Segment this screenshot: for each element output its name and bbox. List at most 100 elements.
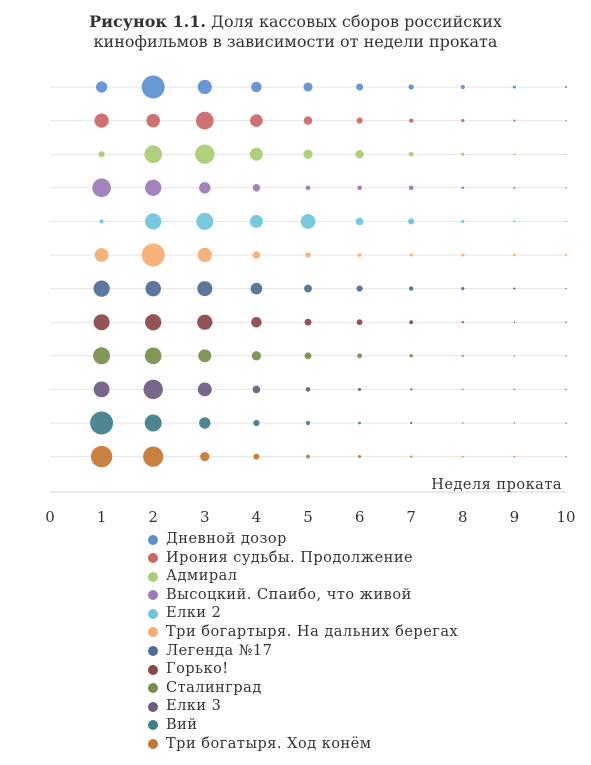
bubble — [408, 84, 414, 90]
bubble — [513, 253, 516, 257]
legend-item: Три богатыря. Ход конём — [148, 735, 458, 754]
bubble — [408, 218, 415, 225]
bubble — [461, 253, 465, 257]
bubble — [90, 445, 113, 468]
legend-item: Елки 2 — [148, 604, 458, 623]
legend-item: Вий — [148, 716, 458, 735]
bubble — [303, 82, 313, 92]
bubble — [461, 186, 465, 190]
legend-item: Дневной дозор — [148, 530, 458, 549]
bubble — [461, 287, 465, 291]
bubble — [197, 314, 213, 330]
bubble — [197, 247, 212, 263]
bubble — [306, 454, 310, 459]
bubble — [408, 151, 414, 157]
bubble — [357, 353, 363, 359]
x-tick-label: 0 — [45, 508, 55, 526]
legend-swatch — [148, 571, 158, 582]
bubble — [253, 419, 260, 427]
bubble — [564, 253, 568, 257]
legend-label: Елки 2 — [166, 605, 222, 622]
bubble — [93, 381, 110, 398]
bubble — [305, 252, 311, 258]
bubble — [462, 455, 464, 458]
legend-label: Три богартыря. На дальних берегах — [166, 623, 459, 640]
legend-label: Горько! — [166, 661, 229, 678]
bubble — [198, 349, 212, 363]
bubble — [93, 280, 110, 297]
bubble — [512, 85, 516, 89]
legend-item: Сталинград — [148, 679, 458, 698]
bubble — [251, 81, 262, 93]
bubble — [410, 421, 413, 425]
x-tick-label: 3 — [200, 508, 210, 526]
bubble — [143, 379, 163, 400]
bubble — [513, 119, 516, 122]
bubble — [356, 117, 363, 124]
legend-swatch — [148, 683, 158, 694]
x-tick-label: 8 — [458, 508, 468, 526]
bubble — [144, 347, 162, 365]
bubble — [197, 382, 212, 397]
bubble — [461, 152, 465, 156]
bubble — [94, 248, 109, 262]
legend-item: Горько! — [148, 660, 458, 679]
legend-label: Легенда №17 — [166, 642, 273, 659]
bubble — [355, 217, 364, 226]
gridlines — [50, 86, 566, 458]
bubble — [513, 355, 516, 357]
x-tick-label: 2 — [148, 508, 158, 526]
bubble — [565, 422, 567, 424]
bubble — [565, 321, 567, 323]
bubble — [250, 282, 263, 295]
bubble — [200, 451, 210, 462]
legend-label: Адмирал — [166, 568, 238, 585]
legend-item: Легенда №17 — [148, 642, 458, 661]
legend-label: Ирония судьбы. Продолжение — [166, 549, 414, 566]
bubbles — [90, 75, 568, 468]
bubble — [145, 213, 162, 230]
legend-label: Елки 3 — [166, 698, 222, 715]
bubble — [356, 285, 363, 292]
bubble — [199, 182, 211, 194]
legend-swatch — [148, 701, 158, 712]
bubble — [252, 184, 261, 192]
bubble — [565, 187, 567, 189]
bubble — [99, 219, 104, 224]
bubble-chart: 0 1 2 3 4 5 6 7 8 9 10 Неделя проката — [45, 75, 576, 526]
bubble — [409, 354, 413, 358]
x-tick-label: 7 — [406, 508, 416, 526]
bubble — [565, 388, 567, 391]
bubble — [513, 321, 516, 323]
legend-swatch — [148, 664, 158, 675]
legend-item: Адмирал — [148, 567, 458, 586]
bubble — [461, 119, 465, 123]
bubble — [461, 219, 465, 223]
bubble — [565, 287, 567, 290]
bubble — [252, 385, 261, 394]
bubble — [98, 151, 105, 158]
legend-item: Высоцкий. Спаибо, что живой — [148, 586, 458, 605]
bubble — [304, 318, 312, 326]
x-axis-label: Неделя проката — [431, 477, 562, 493]
bubble — [251, 316, 262, 328]
x-tick-label: 1 — [97, 508, 107, 526]
bubble — [197, 79, 212, 95]
legend-swatch — [148, 720, 158, 731]
x-tick-label: 6 — [355, 508, 365, 526]
title-line-1: Доля кассовых сборов российских — [210, 12, 502, 31]
bubble — [513, 186, 516, 189]
bubble — [462, 422, 464, 424]
legend-item: Ирония судьбы. Продолжение — [148, 549, 458, 568]
bubble — [92, 178, 111, 198]
bubble — [410, 455, 413, 458]
bubble — [300, 214, 316, 229]
bubble — [93, 347, 111, 365]
bubble — [145, 314, 162, 331]
legend-label: Сталинград — [166, 679, 262, 696]
bubble — [358, 387, 362, 391]
bubble — [513, 388, 516, 391]
bubble — [565, 119, 567, 122]
bubble — [513, 455, 516, 458]
legend-swatch — [148, 646, 158, 657]
